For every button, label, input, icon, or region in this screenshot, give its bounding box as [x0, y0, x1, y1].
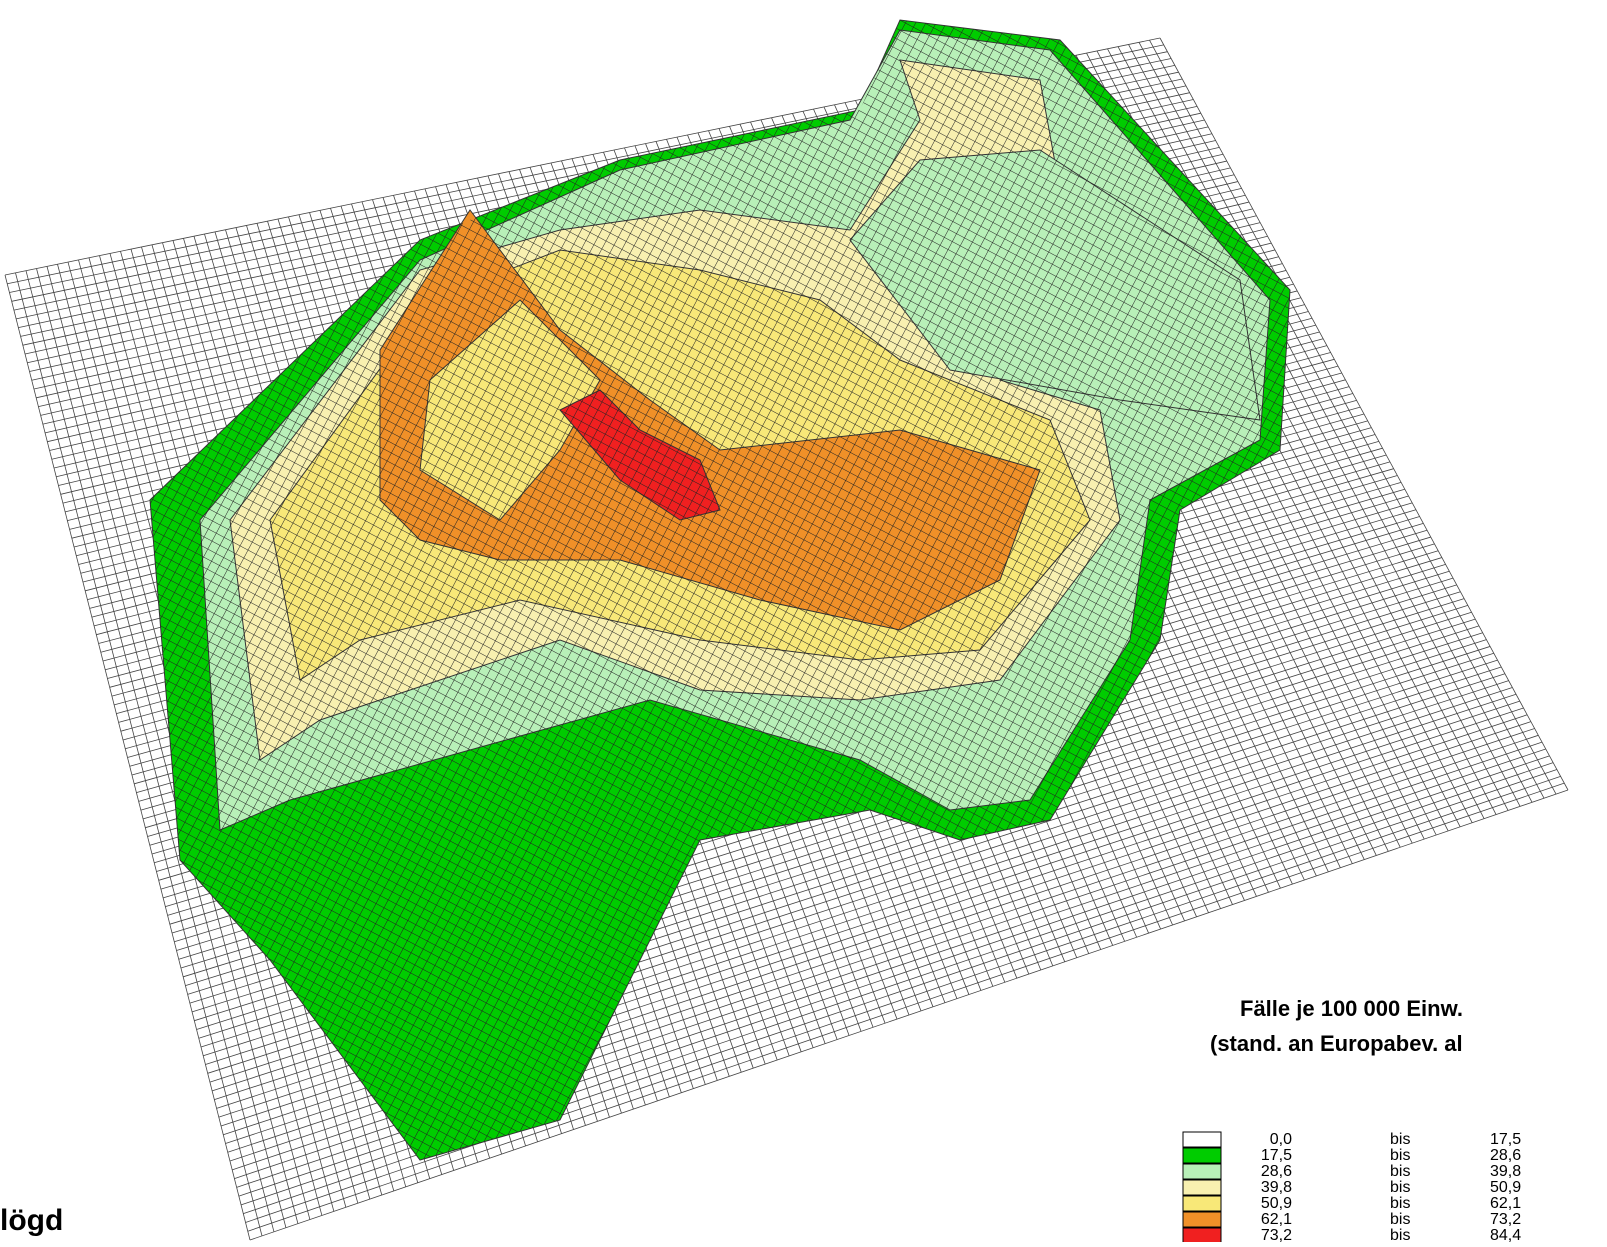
legend-swatch — [1182, 1227, 1222, 1244]
legend-to: 17,5 — [1490, 1131, 1521, 1148]
legend-to: 73,2 — [1490, 1211, 1521, 1228]
legend-to: 28,6 — [1490, 1147, 1521, 1164]
legend-title: Fälle je 100 000 Einw. — [1240, 996, 1463, 1021]
surface — [149, 19, 1291, 1161]
plane-line — [1138, 42, 1545, 799]
legend-swatch — [1182, 1131, 1222, 1148]
legend-from: 73,2 — [1261, 1227, 1292, 1242]
legend-sep: bis — [1390, 1227, 1410, 1242]
legend-from: 62,1 — [1261, 1211, 1292, 1228]
legend-sep: bis — [1390, 1131, 1410, 1148]
plane-line — [1159, 37, 1569, 791]
legend-swatch — [1182, 1163, 1222, 1180]
legend-swatch — [1182, 1179, 1222, 1196]
legend-sep: bis — [1390, 1163, 1410, 1180]
plane-line — [1149, 39, 1557, 795]
legend-sep: bis — [1390, 1147, 1410, 1164]
legend: 0,0 bis 17,5 17,5 bis 28,6 28,6 bis 39,8 39,8 bis 5… — [1182, 1131, 1521, 1244]
corner-label: lögd — [0, 1204, 63, 1237]
plane-line — [249, 789, 1569, 1241]
plane-line — [1117, 46, 1521, 807]
plane-line — [247, 782, 1565, 1232]
legend-sep: bis — [1390, 1179, 1410, 1196]
plane-line — [1128, 44, 1533, 803]
legend-swatch — [1182, 1147, 1222, 1164]
legend-to: 39,8 — [1490, 1163, 1521, 1180]
legend-sep: bis — [1390, 1211, 1410, 1228]
legend-swatch — [1182, 1195, 1222, 1212]
legend-sep: bis — [1390, 1195, 1410, 1212]
legend-from: 50,9 — [1261, 1195, 1292, 1212]
legend-swatch — [1182, 1211, 1222, 1228]
legend-subtitle: (stand. an Europabev. al — [1210, 1031, 1463, 1056]
legend-to: 62,1 — [1490, 1195, 1521, 1212]
legend-to: 84,4 — [1490, 1227, 1521, 1242]
legend-to: 50,9 — [1490, 1179, 1521, 1196]
legend-from: 28,6 — [1261, 1163, 1292, 1180]
plane-line — [245, 775, 1561, 1223]
legend-from: 17,5 — [1261, 1147, 1292, 1164]
legend-from: 0,0 — [1270, 1131, 1292, 1148]
legend-from: 39,8 — [1261, 1179, 1292, 1196]
